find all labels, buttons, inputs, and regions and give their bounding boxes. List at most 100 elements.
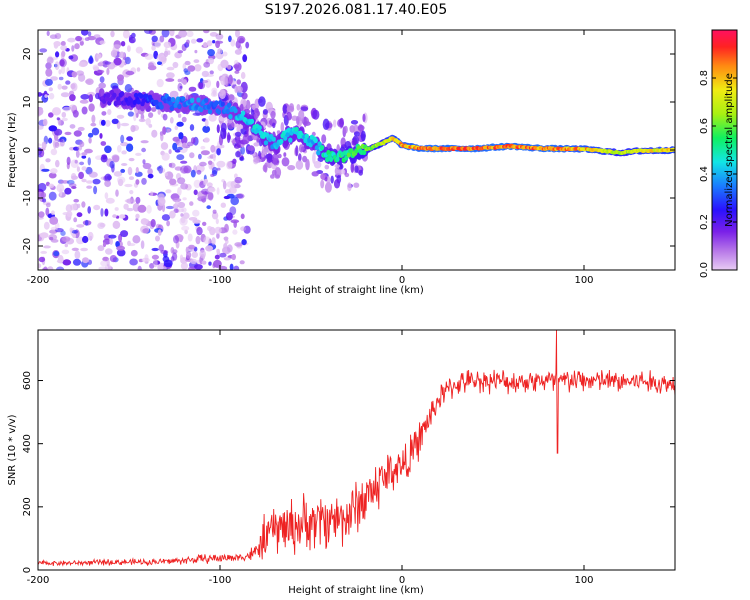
scatter-blob bbox=[298, 153, 302, 162]
noise-blob bbox=[48, 92, 55, 100]
noise-blob bbox=[149, 263, 155, 269]
noise-blob bbox=[178, 132, 184, 140]
noise-blob bbox=[38, 263, 42, 269]
noise-blob bbox=[97, 62, 104, 67]
x-tick-label: 0 bbox=[399, 575, 405, 586]
noise-blob bbox=[66, 156, 71, 166]
ridge-core bbox=[317, 141, 322, 147]
noise-blob bbox=[191, 251, 198, 258]
noise-blob bbox=[49, 216, 59, 225]
noise-blob bbox=[61, 236, 71, 243]
snr-data bbox=[38, 330, 675, 567]
noise-blob bbox=[55, 159, 60, 168]
noise-blob bbox=[180, 262, 188, 270]
noise-blob bbox=[127, 111, 135, 117]
scatter-blob bbox=[320, 174, 326, 180]
noise-blob bbox=[116, 245, 125, 251]
noise-blob bbox=[96, 53, 102, 60]
noise-blob bbox=[151, 247, 159, 252]
noise-blob bbox=[87, 231, 94, 241]
noise-blob bbox=[132, 235, 141, 244]
noise-blob bbox=[100, 119, 106, 126]
noise-blob bbox=[93, 66, 100, 71]
scatter-blob bbox=[235, 85, 243, 93]
noise-blob bbox=[48, 87, 53, 92]
noise-blob bbox=[201, 260, 207, 265]
scatter-blob bbox=[264, 162, 268, 173]
noise-blob bbox=[87, 206, 91, 214]
ridge-core bbox=[159, 104, 164, 110]
noise-blob bbox=[123, 203, 129, 210]
noise-blob bbox=[135, 152, 142, 156]
noise-blob bbox=[71, 45, 75, 52]
scatter-blob bbox=[298, 109, 305, 122]
noise-blob bbox=[96, 69, 105, 74]
noise-blob bbox=[66, 211, 73, 217]
spectrogram-y-axis-label: Frequency (Hz) bbox=[7, 112, 18, 188]
scatter-blob bbox=[358, 169, 364, 176]
noise-blob bbox=[210, 144, 216, 153]
spectrogram-data bbox=[38, 30, 675, 270]
noise-blob bbox=[182, 142, 187, 148]
ridge-core bbox=[285, 132, 290, 138]
ridge-core bbox=[316, 150, 321, 156]
noise-blob bbox=[74, 159, 78, 164]
noise-blob bbox=[166, 128, 171, 133]
scatter-blob bbox=[344, 125, 348, 134]
y-tick-label: 20 bbox=[22, 48, 33, 61]
noise-blob bbox=[77, 126, 85, 132]
scatter-blob bbox=[324, 182, 332, 193]
noise-blob bbox=[180, 213, 184, 217]
ridge-core bbox=[112, 92, 117, 98]
scatter-blob bbox=[312, 152, 316, 164]
scatter-blob bbox=[298, 144, 304, 153]
ridge-core bbox=[319, 145, 325, 151]
snr-ticks: -200 -100 0 100 0 200 400 600 bbox=[22, 330, 675, 586]
noise-blob bbox=[223, 257, 231, 261]
noise-blob bbox=[245, 41, 250, 49]
noise-blob bbox=[219, 252, 227, 258]
colorbar: 0.0 0.2 0.4 0.6 0.8 Normalized spectral ampl… bbox=[699, 29, 738, 278]
noise-blob bbox=[75, 149, 80, 158]
noise-blob bbox=[211, 166, 218, 175]
noise-blob bbox=[166, 66, 175, 71]
noise-blob bbox=[60, 44, 68, 51]
scatter-blob bbox=[280, 122, 285, 133]
scatter-blob bbox=[312, 109, 320, 120]
ridge-core bbox=[214, 100, 219, 106]
noise-blob bbox=[54, 61, 60, 71]
noise-blob bbox=[142, 162, 152, 170]
noise-blob bbox=[135, 213, 140, 219]
scatter-blob bbox=[253, 158, 262, 163]
ridge-core bbox=[257, 125, 262, 131]
snr-x-axis-label: Height of straight line (km) bbox=[288, 585, 424, 596]
noise-blob bbox=[122, 30, 130, 39]
scatter-blob bbox=[242, 134, 250, 145]
noise-blob bbox=[45, 207, 50, 216]
noise-blob bbox=[240, 146, 246, 155]
noise-blob bbox=[99, 40, 106, 45]
noise-blob bbox=[44, 94, 48, 98]
ridge-core bbox=[335, 156, 340, 162]
noise-blob bbox=[93, 34, 101, 39]
noise-blob bbox=[77, 145, 83, 151]
noise-blob bbox=[203, 42, 208, 48]
noise-blob bbox=[57, 138, 64, 143]
noise-blob bbox=[192, 209, 200, 217]
noise-blob bbox=[103, 234, 111, 240]
noise-blob bbox=[110, 30, 115, 38]
scatter-blob bbox=[344, 172, 350, 178]
scatter-blob bbox=[234, 131, 242, 137]
noise-blob bbox=[169, 178, 177, 186]
noise-blob bbox=[99, 76, 105, 83]
noise-blob bbox=[105, 197, 115, 204]
ridge-core bbox=[225, 108, 230, 115]
noise-blob bbox=[194, 49, 198, 54]
noise-blob bbox=[189, 152, 195, 159]
noise-blob bbox=[179, 254, 184, 261]
noise-blob bbox=[158, 244, 164, 252]
x-tick-label: -200 bbox=[27, 575, 50, 586]
noise-blob bbox=[216, 80, 220, 89]
ridge-core bbox=[168, 100, 173, 106]
noise-blob bbox=[157, 229, 162, 236]
